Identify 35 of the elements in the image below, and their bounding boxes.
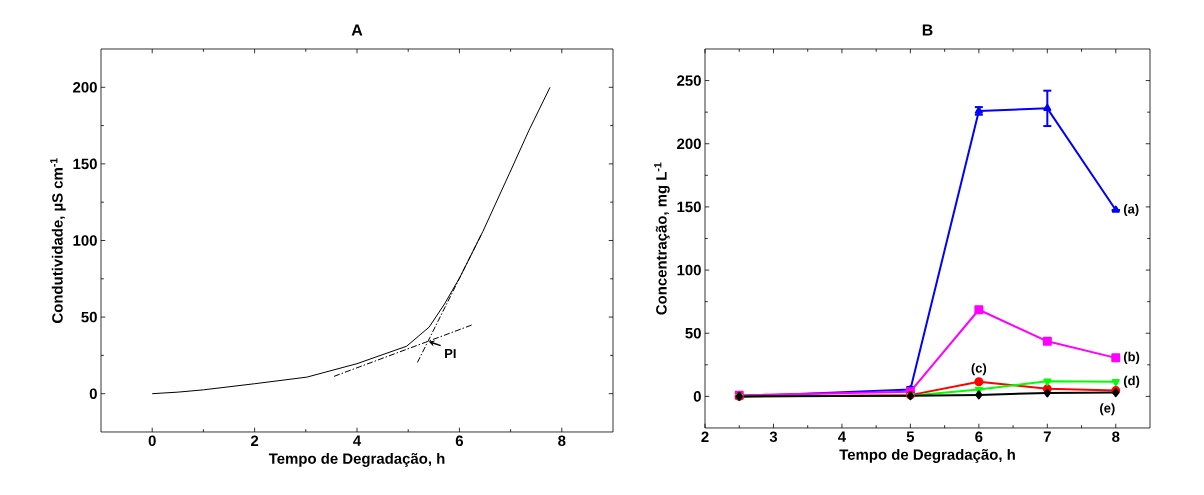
annotation: (a) (1123, 204, 1139, 217)
annotation: PI (445, 349, 456, 359)
y-axis-title: Condutividade, µS cm$^{-1}$ (50, 158, 66, 323)
chart-title: B (922, 24, 933, 36)
chart-title: A (351, 24, 363, 36)
annotation: (d) (1123, 375, 1140, 388)
y-tick-label: 150 (73, 158, 97, 170)
x-tick-label: 4 (838, 431, 847, 442)
x-tick-label: 8 (1112, 431, 1120, 443)
y-tick-label: 0 (89, 388, 97, 399)
y-tick-label: 150 (677, 201, 701, 213)
x-axis-title: Tempo de Degradação, h (268, 452, 445, 467)
y-axis-title: Concentração, mg L$^{-1}$ (654, 162, 670, 315)
x-tick-label: 8 (558, 435, 566, 447)
annotation: (e) (1100, 403, 1115, 416)
x-tick-label: 2 (250, 435, 259, 446)
x-tick-label: 0 (148, 435, 156, 447)
x-tick-label: 5 (906, 431, 915, 442)
y-tick-label: 100 (73, 235, 97, 246)
annotation: (c) (971, 363, 987, 376)
x-tick-label: 7 (1043, 431, 1051, 442)
x-tick-label: 2 (701, 431, 709, 442)
x-axis-title: Tempo de Degradação, h (839, 448, 1015, 463)
annotation: (b) (1123, 351, 1140, 364)
x-tick-label: 6 (975, 431, 983, 443)
x-tick-label: 3 (769, 431, 778, 443)
x-tick-label: 6 (455, 435, 464, 447)
y-tick-label: 50 (685, 327, 701, 339)
y-tick-label: 200 (73, 81, 97, 93)
x-tick-label: 4 (353, 435, 362, 446)
y-tick-label: 250 (677, 75, 701, 86)
y-tick-label: 100 (677, 264, 701, 276)
y-tick-label: 50 (81, 311, 97, 323)
y-tick-label: 0 (693, 391, 701, 402)
y-tick-label: 200 (677, 138, 701, 150)
